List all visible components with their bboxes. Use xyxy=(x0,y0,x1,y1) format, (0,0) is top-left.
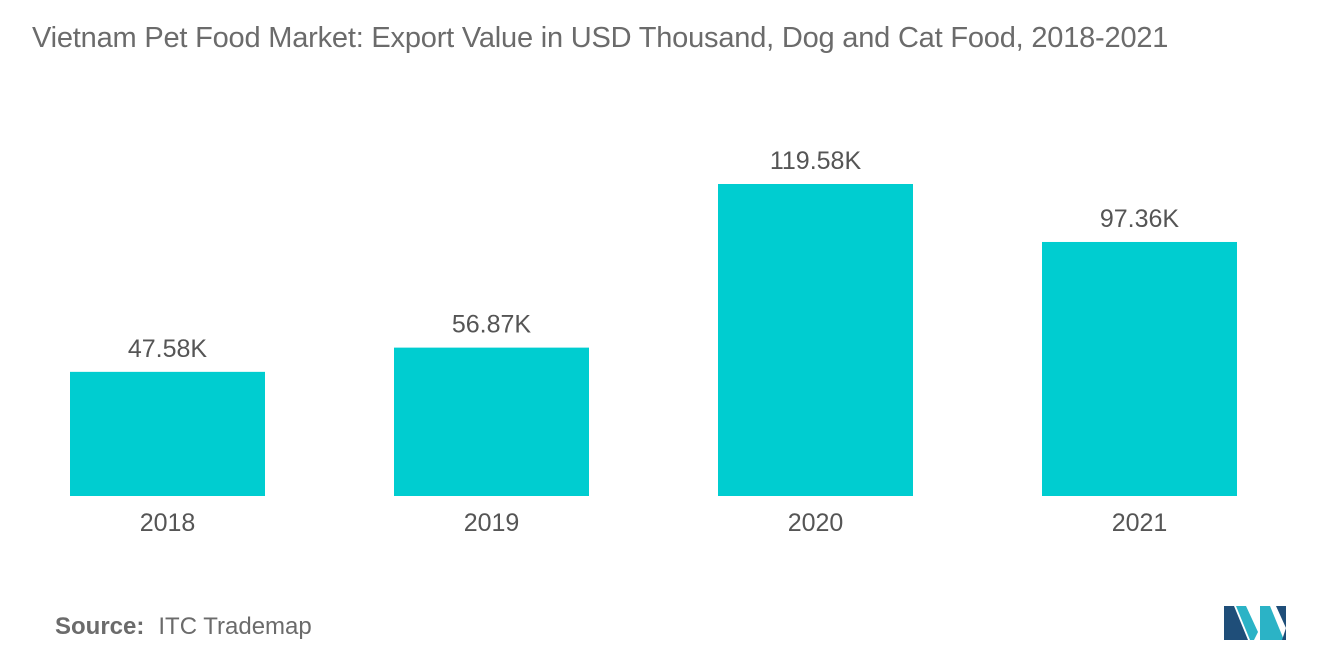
bar-2018 xyxy=(70,371,265,496)
source-text: ITC Trademap xyxy=(158,613,312,640)
data-label-2018: 47.58K xyxy=(128,335,208,363)
data-label-2021: 97.36K xyxy=(1100,205,1180,233)
x-tick-label-2018: 2018 xyxy=(140,509,196,537)
source-label: Source: xyxy=(55,613,145,640)
x-tick-label-2020: 2020 xyxy=(788,509,844,537)
x-tick-label-2021: 2021 xyxy=(1112,509,1168,537)
bar-2021 xyxy=(1042,241,1237,496)
bar-2020 xyxy=(718,184,913,496)
data-label-2019: 56.87K xyxy=(452,311,532,339)
source-note: Source: ITC Trademap xyxy=(55,613,312,641)
bar-2019 xyxy=(394,347,589,496)
mordor-intelligence-logo-icon xyxy=(1224,606,1286,640)
data-label-2020: 119.58K xyxy=(770,147,862,175)
chart-title: Vietnam Pet Food Market: Export Value in… xyxy=(32,22,1169,54)
x-tick-label-2019: 2019 xyxy=(464,509,520,537)
